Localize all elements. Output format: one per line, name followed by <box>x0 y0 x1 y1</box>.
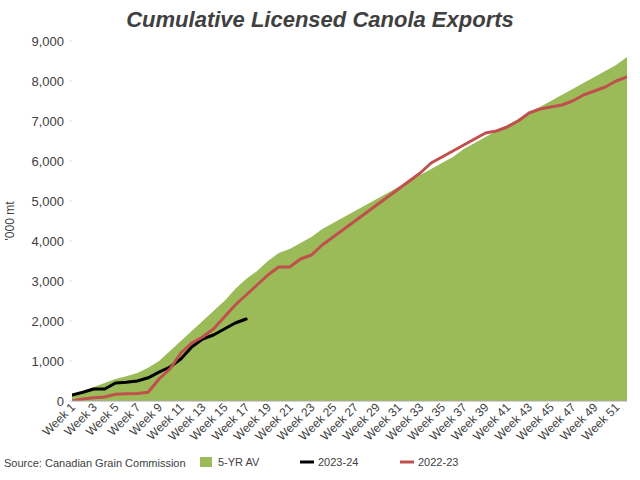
legend-swatch <box>300 461 314 464</box>
legend-label: 2023-24 <box>318 456 358 468</box>
legend-label: 2022-23 <box>418 456 458 468</box>
y-tick <box>69 81 72 82</box>
y-axis-label: '000 mt <box>3 201 17 241</box>
y-tick <box>69 281 72 282</box>
y-tick <box>69 201 72 202</box>
chart: Cumulative Licensed Canola Exports '000 m… <box>0 0 640 480</box>
y-tick-label: 2,000 <box>31 314 64 329</box>
y-tick-label: 8,000 <box>31 74 64 89</box>
line-series <box>72 77 627 401</box>
y-tick <box>69 41 72 42</box>
line-series <box>72 319 246 395</box>
y-tick <box>69 321 72 322</box>
y-tick-label: 6,000 <box>31 154 64 169</box>
source: Source: Canadian Grain Commission <box>4 457 186 469</box>
y-tick <box>69 121 72 122</box>
y-tick <box>69 241 72 242</box>
y-tick-label: 7,000 <box>31 114 64 129</box>
legend-swatch <box>400 461 414 464</box>
y-tick-label: 9,000 <box>31 34 64 49</box>
legend-label: 5-YR AV <box>218 456 260 468</box>
y-tick <box>69 361 72 362</box>
y-axis-line <box>72 41 73 401</box>
area-series <box>72 57 627 401</box>
legend: 5-YR AV 2023-24 2022-23 <box>200 456 458 468</box>
y-tick <box>69 161 72 162</box>
title: Cumulative Licensed Canola Exports <box>126 7 514 32</box>
y-tick-label: 1,000 <box>31 354 64 369</box>
y-tick <box>69 401 72 402</box>
y-tick-label: 5,000 <box>31 194 64 209</box>
y-tick-label: 3,000 <box>31 274 64 289</box>
x-tick-label: Week 51 <box>579 400 622 443</box>
plot-area <box>72 57 627 401</box>
y-tick-label: 4,000 <box>31 234 64 249</box>
legend-swatch <box>200 457 212 467</box>
